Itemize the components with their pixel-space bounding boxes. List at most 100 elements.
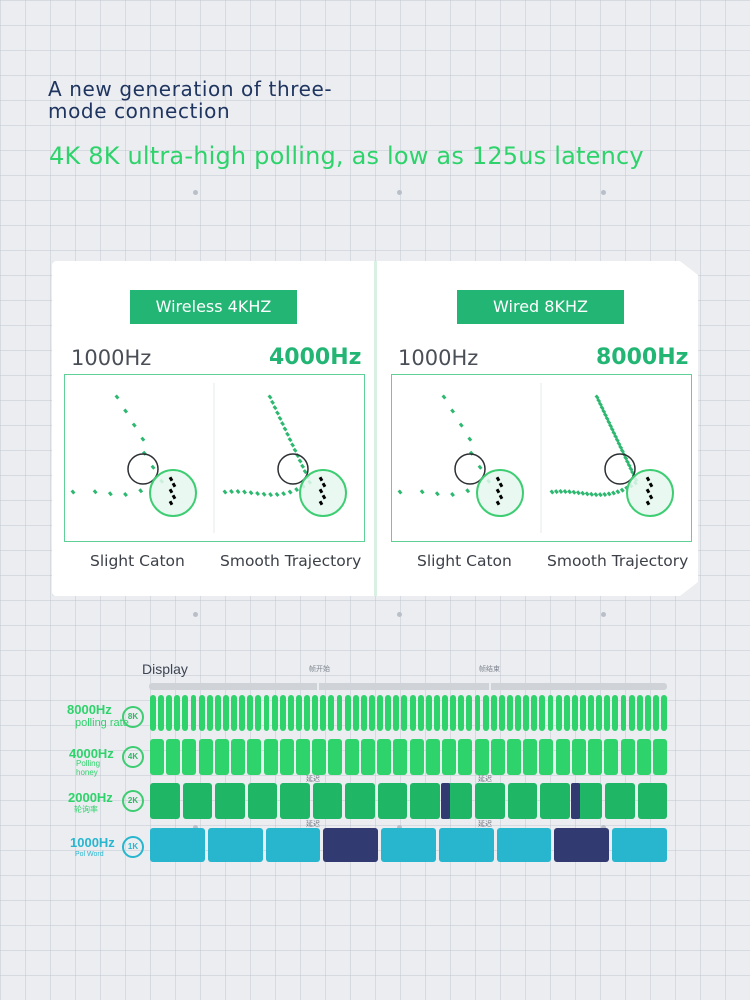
trajectory-dot bbox=[302, 469, 308, 475]
trajectory-dot bbox=[458, 422, 464, 428]
wired-trajectory-graphic bbox=[397, 383, 674, 533]
trajectory-dot bbox=[168, 476, 174, 482]
trajectory-dot bbox=[614, 437, 620, 443]
polling-bar bbox=[523, 739, 538, 775]
polling-bar bbox=[523, 695, 530, 731]
trajectory-dot bbox=[597, 492, 603, 498]
trajectory-dot bbox=[602, 491, 608, 497]
trajectory-dot bbox=[608, 423, 613, 429]
grid-dot bbox=[397, 825, 402, 830]
polling-bar bbox=[466, 695, 473, 731]
trajectory-dot bbox=[648, 482, 654, 488]
trajectory-dot bbox=[242, 489, 247, 495]
trajectory-dot bbox=[623, 455, 629, 461]
polling-bar bbox=[377, 783, 407, 819]
trajectory-dot bbox=[601, 408, 607, 414]
timeline-tick bbox=[489, 681, 491, 692]
polling-bar bbox=[571, 695, 578, 731]
polling-bar bbox=[344, 695, 351, 731]
polling-bar bbox=[150, 828, 205, 862]
trajectory-dot bbox=[580, 490, 586, 496]
delay-bar bbox=[323, 828, 379, 862]
polling-bar bbox=[506, 695, 513, 731]
polling-bar bbox=[507, 783, 537, 819]
polling-bar bbox=[425, 739, 440, 775]
polling-bar bbox=[182, 739, 197, 775]
polling-bar bbox=[442, 739, 457, 775]
trajectory-dot bbox=[321, 494, 327, 500]
trajectory-dot bbox=[450, 492, 455, 498]
focus-ring bbox=[277, 453, 309, 485]
trajectory-dot bbox=[495, 500, 501, 506]
polling-bar bbox=[377, 695, 384, 731]
polling-bar bbox=[166, 695, 173, 731]
trajectory-dot bbox=[450, 408, 456, 414]
polling-bar bbox=[247, 783, 277, 819]
polling-bar bbox=[515, 695, 521, 731]
polling-bar bbox=[231, 739, 246, 775]
polling-bar bbox=[620, 739, 635, 775]
polling-bar bbox=[360, 695, 367, 731]
wireless-low-rate: 1000Hz bbox=[71, 346, 152, 370]
polling-bar bbox=[652, 695, 659, 731]
wireless-high-rate: 4000Hz bbox=[269, 345, 362, 370]
trajectory-dot bbox=[282, 426, 288, 432]
trajectory-dot bbox=[222, 489, 228, 495]
delay-bar bbox=[440, 783, 472, 819]
polling-bar bbox=[271, 695, 278, 731]
trajectory-dot bbox=[589, 491, 594, 497]
trajectory-dot bbox=[281, 491, 287, 497]
wired-low-caption: Slight Caton bbox=[417, 552, 512, 570]
polling-bar bbox=[636, 695, 643, 731]
polling-bar bbox=[393, 695, 400, 731]
polling-bar bbox=[312, 739, 327, 775]
trajectory-dot bbox=[611, 490, 616, 496]
polling-bar bbox=[344, 739, 359, 775]
polling-bar bbox=[320, 695, 327, 731]
trajectory-dot bbox=[584, 491, 590, 497]
trajectory-dot bbox=[465, 488, 471, 494]
delay-marker bbox=[570, 783, 580, 819]
latency-tag: 延迟 bbox=[306, 821, 320, 828]
polling-bar bbox=[506, 739, 521, 775]
polling-bar bbox=[588, 695, 594, 731]
wireless-trajectory-graphic bbox=[70, 383, 347, 533]
trajectory-dot bbox=[434, 491, 440, 497]
latency-tag: 延迟 bbox=[478, 821, 492, 828]
trajectory-dot bbox=[498, 494, 504, 500]
polling-bar bbox=[425, 695, 432, 731]
wired-low-rate: 1000Hz bbox=[398, 346, 479, 370]
polling-bar bbox=[401, 695, 408, 731]
rate-4000-sub: Polling honey bbox=[76, 759, 101, 777]
polling-bar bbox=[644, 695, 651, 731]
polling-bar bbox=[482, 695, 489, 731]
trajectory-dot bbox=[645, 476, 651, 482]
rate-8000-label: 8000Hz bbox=[67, 702, 112, 717]
polling-bar bbox=[207, 828, 263, 862]
polling-bar bbox=[215, 783, 245, 819]
polling-bar bbox=[636, 739, 651, 775]
magnifier-circle bbox=[476, 469, 524, 517]
polling-bar bbox=[263, 739, 278, 775]
magnifier-circle bbox=[149, 469, 197, 517]
trajectory-dot bbox=[596, 398, 602, 404]
polling-bar bbox=[547, 695, 554, 731]
polling-bar bbox=[385, 695, 392, 731]
polling-bar bbox=[279, 739, 294, 775]
polling-bar bbox=[150, 739, 165, 775]
trajectory-dot bbox=[114, 394, 120, 400]
trajectory-dot bbox=[625, 459, 630, 465]
polling-bar bbox=[605, 783, 635, 819]
rate-1k-badge: 1K bbox=[122, 836, 144, 858]
trajectory-dot bbox=[606, 419, 612, 425]
rate-1000-label: 1000Hz bbox=[70, 835, 115, 850]
polling-bar bbox=[345, 783, 375, 819]
trajectory-dot bbox=[140, 436, 146, 442]
polling-bar bbox=[255, 695, 262, 731]
rate-8k-badge: 8K bbox=[122, 706, 144, 728]
polling-bar bbox=[442, 695, 448, 731]
trajectory-dot bbox=[619, 487, 625, 493]
polling-bar bbox=[433, 695, 440, 731]
trajectory-dot bbox=[274, 491, 280, 497]
trajectory-dot bbox=[615, 489, 621, 495]
